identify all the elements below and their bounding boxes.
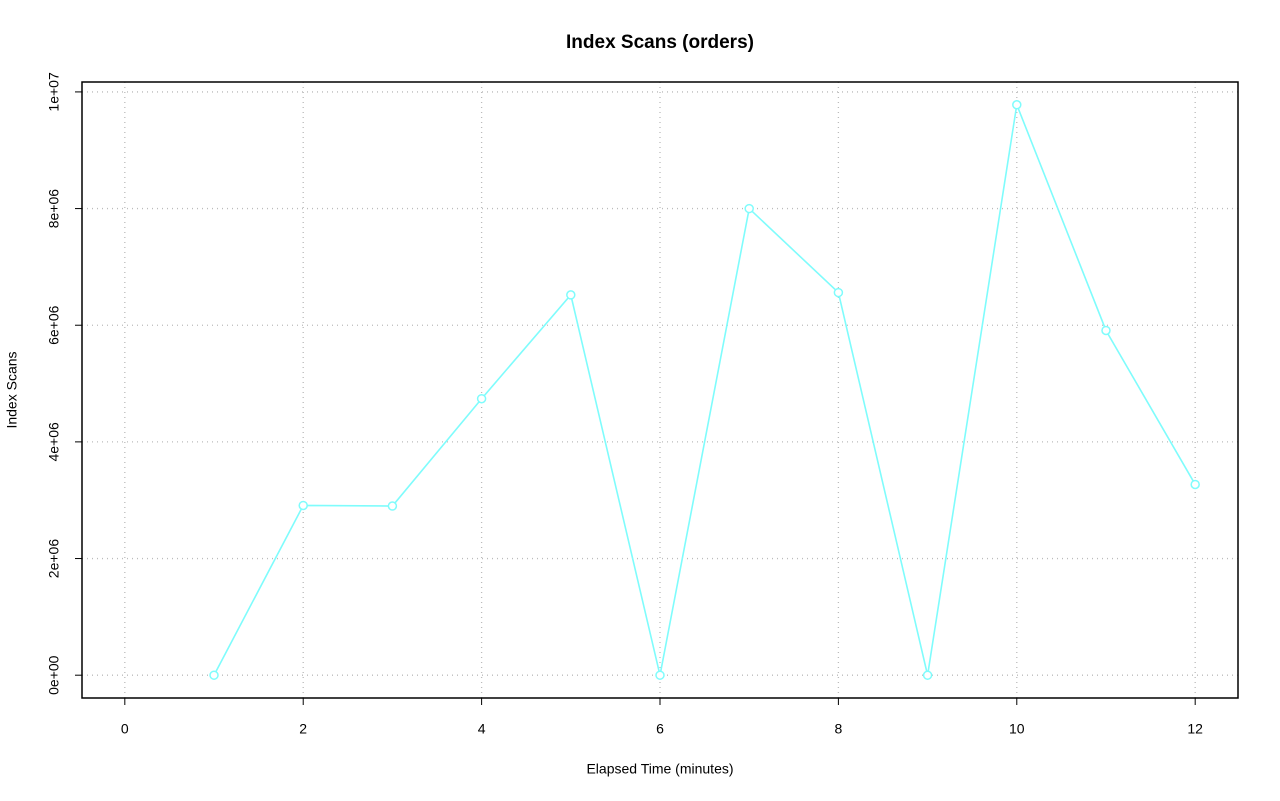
x-tick-label: 6 [656, 721, 664, 737]
y-axis-label: Index Scans [4, 351, 20, 428]
series-line [213, 101, 1196, 676]
data-point [1101, 325, 1111, 336]
data-point [476, 393, 487, 404]
y-tick-label: 6e+06 [46, 305, 62, 345]
data-point [922, 670, 933, 680]
y-tick-label: 2e+06 [46, 539, 62, 579]
x-tick-label: 8 [834, 721, 842, 737]
x-tick-label: 4 [478, 721, 486, 737]
x-tick-label: 2 [299, 721, 307, 737]
data-point [744, 203, 754, 214]
x-tick-label: 12 [1187, 721, 1203, 737]
data-point [209, 670, 219, 680]
x-tick-label: 0 [121, 721, 129, 737]
x-axis-label: Elapsed Time (minutes) [586, 761, 733, 777]
data-point [1190, 479, 1200, 490]
data-point [655, 670, 665, 680]
data-point [833, 287, 844, 298]
data-point [387, 501, 398, 511]
data-point [298, 500, 308, 511]
y-tick-label: 8e+06 [46, 189, 62, 229]
data-point [566, 290, 576, 300]
plot-frame [81, 81, 1239, 699]
y-tick-label: 4e+06 [46, 422, 62, 462]
y-tick-label: 0e+00 [46, 655, 62, 695]
data-point [1012, 99, 1022, 110]
y-tick-label: 1e+07 [46, 72, 62, 112]
chart-title: Index Scans (orders) [566, 32, 754, 53]
x-tick-label: 10 [1009, 721, 1025, 737]
